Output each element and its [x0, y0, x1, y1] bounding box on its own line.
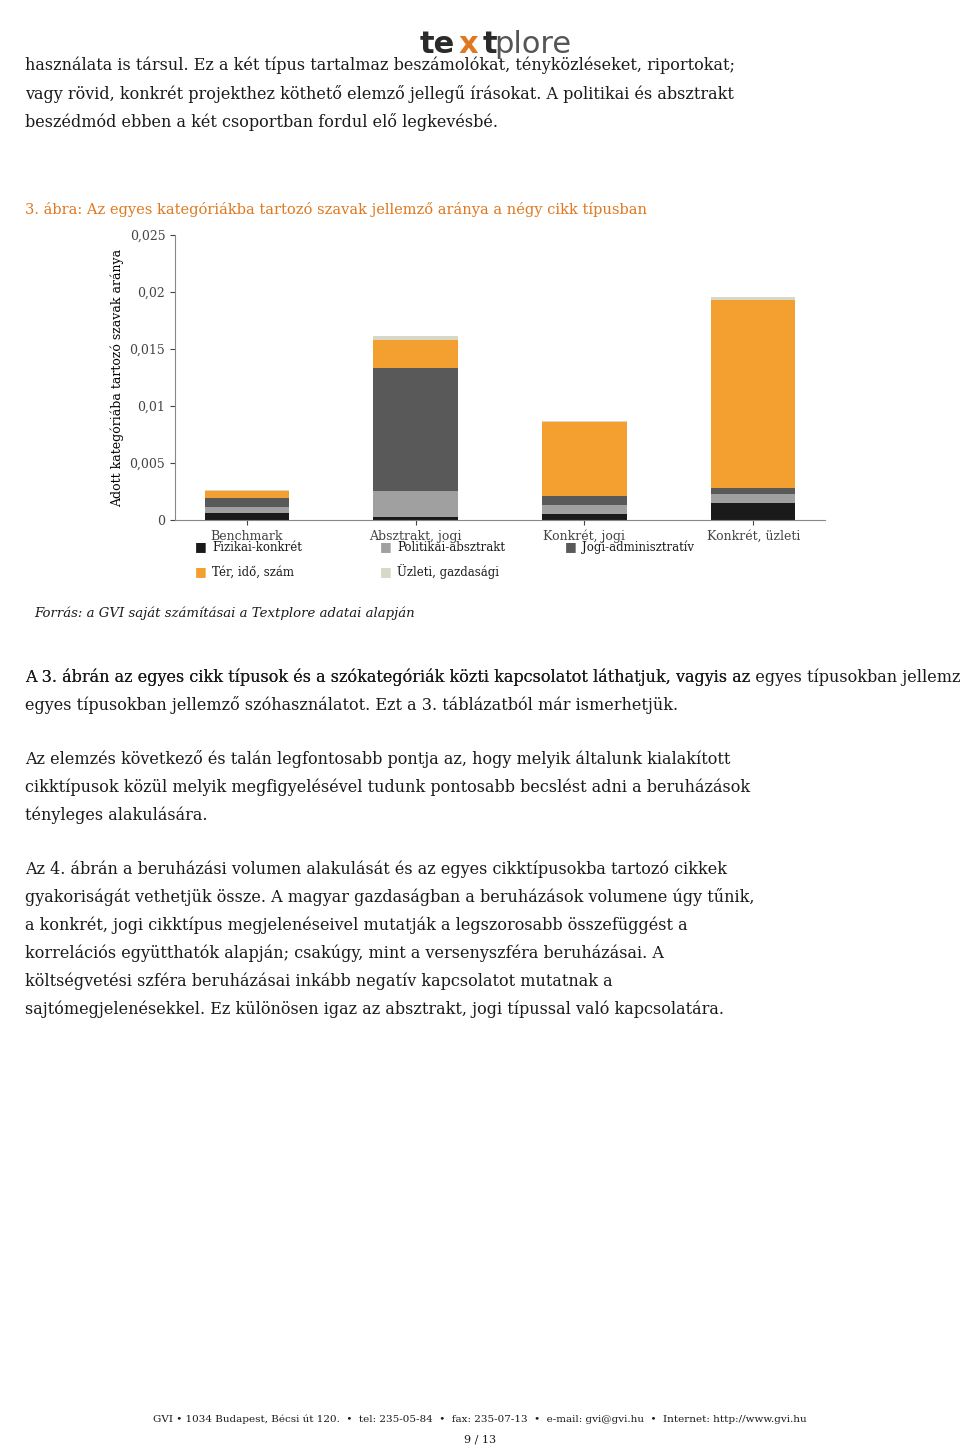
Text: Jogi-adminisztratív: Jogi-adminisztratív — [583, 541, 694, 554]
Bar — [204, 491, 289, 499]
Bar — [373, 516, 458, 521]
Bar — [204, 499, 289, 507]
Bar — [204, 507, 289, 513]
Bar — [542, 515, 627, 521]
Text: x: x — [459, 31, 478, 60]
Bar — [711, 494, 796, 503]
Text: ■: ■ — [195, 566, 206, 579]
Text: ■: ■ — [565, 541, 577, 554]
Text: gyakoriságát vethetjük össze. A magyar gazdaságban a beruházások volumene úgy tű: gyakoriságát vethetjük össze. A magyar g… — [25, 888, 755, 906]
Text: ■: ■ — [195, 541, 206, 554]
Text: korrelációs együtthatók alapján; csakúgy, mint a versenyszféra beruházásai. A: korrelációs együtthatók alapján; csakúgy… — [25, 944, 664, 961]
Text: sajtómegjelenésekkel. Ez különösen igaz az absztrakt, jogi típussal való kapcsol: sajtómegjelenésekkel. Ez különösen igaz … — [25, 1000, 724, 1018]
Text: beszédmód ebben a két csoportban fordul elő legkevésbé.: beszédmód ebben a két csoportban fordul … — [25, 113, 498, 131]
Text: t: t — [482, 31, 497, 60]
Text: Az elemzés következő és talán legfontosabb pontja az, hogy melyik általunk kiala: Az elemzés következő és talán legfontosa… — [25, 750, 731, 768]
Text: plore: plore — [494, 31, 571, 60]
Bar — [542, 422, 627, 496]
Bar — [373, 491, 458, 516]
Text: a konkrét, jogi cikktípus megjelenéseivel mutatják a legszorosabb összefüggést a: a konkrét, jogi cikktípus megjelenéseive… — [25, 916, 687, 933]
Bar — [373, 336, 458, 340]
Text: GVI • 1034 Budapest, Bécsi út 120.  •  tel: 235-05-84  •  fax: 235-07-13  •  e-m: GVI • 1034 Budapest, Bécsi út 120. • tel… — [154, 1415, 806, 1425]
Bar — [711, 503, 796, 521]
Bar — [711, 297, 796, 300]
Bar — [711, 300, 796, 489]
Text: Forrás: a GVI saját számításai a Textplore adatai alapján: Forrás: a GVI saját számításai a Textplo… — [35, 606, 416, 619]
Text: Az 4. ábrán a beruházási volumen alakulását és az egyes cikktípusokba tartozó ci: Az 4. ábrán a beruházási volumen alakulá… — [25, 859, 727, 878]
Text: cikktípusok közül melyik megfigyelésével tudunk pontosabb becslést adni a beruhá: cikktípusok közül melyik megfigyelésével… — [25, 778, 750, 795]
Bar — [373, 368, 458, 491]
Text: ■: ■ — [380, 566, 392, 579]
Bar — [542, 505, 627, 515]
Text: használata is társul. Ez a két típus tartalmaz beszámolókat, tényközléseket, rip: használata is társul. Ez a két típus tar… — [25, 57, 735, 74]
Text: Fizikai-konkrét: Fizikai-konkrét — [212, 541, 302, 554]
Text: egyes típusokban jellemző szóhasználatot. Ezt a 3. táblázatból már ismerhetjük.: egyes típusokban jellemző szóhasználatot… — [25, 696, 678, 714]
Text: A 3. ábrán az egyes cikk típusok és a szókategóriák közti kapcsolatot láthatjuk,: A 3. ábrán az egyes cikk típusok és a sz… — [25, 667, 960, 686]
Text: Üzleti, gazdasági: Üzleti, gazdasági — [397, 564, 499, 580]
Text: ■: ■ — [380, 541, 392, 554]
Text: 9 / 13: 9 / 13 — [464, 1435, 496, 1445]
Text: te: te — [420, 31, 454, 60]
Text: tényleges alakulására.: tényleges alakulására. — [25, 806, 207, 823]
Text: 3. ábra: Az egyes kategóriákba tartozó szavak jellemző aránya a négy cikk típusb: 3. ábra: Az egyes kategóriákba tartozó s… — [25, 202, 647, 217]
Bar — [711, 489, 796, 494]
Bar — [204, 513, 289, 521]
Text: költségvetési szféra beruházásai inkább negatív kapcsolatot mutatnak a: költségvetési szféra beruházásai inkább … — [25, 973, 612, 990]
Bar — [373, 340, 458, 368]
Text: Politikai-absztrakt: Politikai-absztrakt — [397, 541, 505, 554]
Text: A 3. ábrán az egyes cikk típusok és a szókategóriák közti kapcsolatot láthatjuk,: A 3. ábrán az egyes cikk típusok és a sz… — [25, 667, 751, 685]
Text: vagy rövid, konkrét projekthez köthető elemző jellegű írásokat. A politikai és a: vagy rövid, konkrét projekthez köthető e… — [25, 84, 733, 103]
Text: Tér, idő, szám: Tér, idő, szám — [212, 566, 295, 579]
Y-axis label: Adott kategóriába tartozó szavak aránya: Adott kategóriába tartozó szavak aránya — [110, 249, 124, 506]
Bar — [542, 496, 627, 505]
